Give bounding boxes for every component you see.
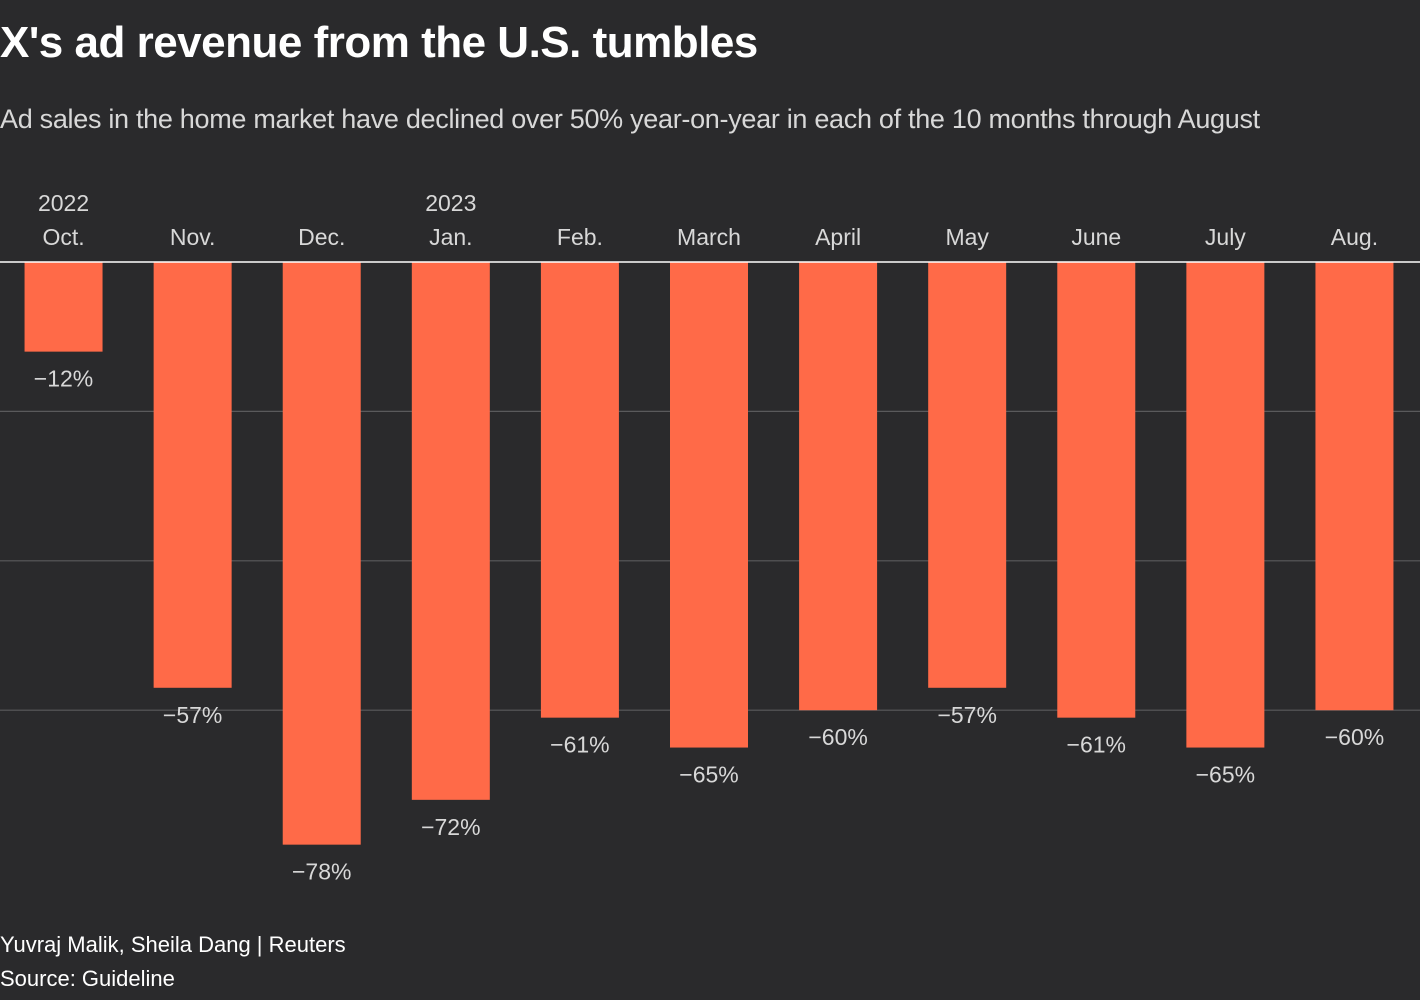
bar	[411, 262, 490, 800]
bar	[670, 262, 748, 748]
value-label: −61%	[1067, 732, 1126, 758]
chart-subtitle: Ad sales in the home market have decline…	[0, 104, 1260, 134]
value-label: −12%	[34, 366, 93, 392]
value-label: −57%	[937, 702, 996, 728]
bar	[1186, 262, 1265, 748]
value-label: −72%	[421, 814, 480, 840]
category-label: April	[815, 224, 861, 250]
category-label: July	[1205, 224, 1246, 250]
bar	[1057, 262, 1136, 718]
bar	[1315, 262, 1394, 711]
category-label: March	[677, 224, 741, 250]
category-label: Jan.	[429, 224, 472, 250]
value-label: −65%	[1196, 762, 1255, 788]
year-label: 2023	[425, 190, 476, 216]
value-label: −57%	[163, 702, 222, 728]
category-label: Aug.	[1331, 224, 1378, 250]
chart-title: X's ad revenue from the U.S. tumbles	[0, 18, 758, 67]
year-label: 2022	[38, 190, 89, 216]
bar	[928, 262, 1007, 688]
value-label: −60%	[1325, 724, 1384, 750]
bar	[24, 262, 103, 352]
category-label: Nov.	[170, 224, 216, 250]
bar	[799, 262, 878, 711]
source-line: Source: Guideline	[0, 966, 175, 991]
bar	[540, 262, 619, 718]
bar	[282, 262, 361, 845]
credit-line: Yuvraj Malik, Sheila Dang | Reuters	[0, 932, 346, 957]
category-label: Dec.	[298, 224, 345, 250]
category-label: May	[945, 224, 989, 250]
category-label: Feb.	[557, 224, 603, 250]
category-label: June	[1071, 224, 1121, 250]
bar-chart: −12% Oct. 2022 −57% Nov. −78% Dec. −72% Jan. 2023…	[0, 190, 1420, 885]
category-label: Oct.	[42, 224, 84, 250]
value-label: −78%	[292, 859, 351, 885]
value-label: −61%	[550, 732, 609, 758]
value-label: −65%	[679, 762, 738, 788]
value-label: −60%	[808, 724, 867, 750]
bar	[153, 262, 232, 688]
